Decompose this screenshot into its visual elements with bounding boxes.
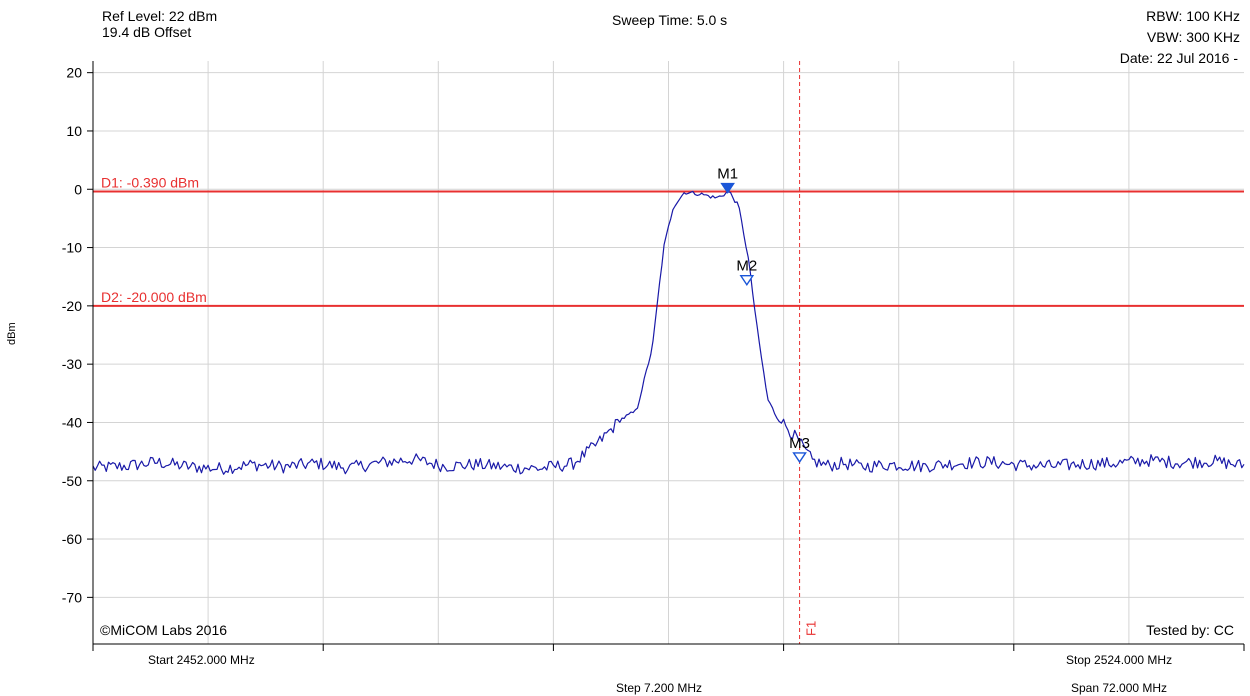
rbw-label: RBW: 100 KHz: [1146, 8, 1240, 24]
display-line-label: D1: -0.390 dBm: [101, 175, 199, 191]
y-tick-label: -40: [62, 414, 82, 430]
marker-layer: M1 M2 M3: [717, 166, 810, 464]
offset-label: 19.4 dB Offset: [102, 24, 192, 40]
limit-lines: D1: -0.390 dBm D2: -20.000 dBm: [93, 175, 1244, 307]
display-line-label: D2: -20.000 dBm: [101, 289, 207, 305]
sweep-time-label: Sweep Time: 5.0 s: [612, 12, 728, 28]
start-frequency-label: Start 2452.000 MHz: [148, 653, 255, 667]
y-axis-label: dBm: [6, 322, 18, 345]
spectrum-trace: [92, 190, 1245, 475]
frequency-cursor-label: F1: [804, 621, 819, 636]
trace-layer: [92, 190, 1245, 475]
y-tick-label: -10: [62, 240, 82, 256]
marker-m1-triangle: [720, 182, 735, 194]
y-tick-label: 20: [66, 65, 82, 81]
y-tick-label: -70: [62, 589, 82, 605]
axes: 20 10 0 -10 -20 -30 -40 -50 -60 -70: [62, 61, 1245, 651]
y-tick-label: 10: [66, 123, 82, 139]
marker-m1-label: M1: [717, 166, 738, 183]
y-tick-label: -30: [62, 356, 82, 372]
tested-by-label: Tested by: CC: [1146, 622, 1234, 638]
marker-m3-triangle: [792, 452, 807, 464]
ref-level-label: Ref Level: 22 dBm: [102, 8, 218, 24]
step-label: Step 7.200 MHz: [616, 681, 703, 695]
date-label: Date: 22 Jul 2016 -: [1119, 50, 1238, 66]
marker-m2-triangle: [739, 275, 755, 286]
frequency-cursors: F1: [799, 61, 819, 644]
copyright-label: ©MiCOM Labs 2016: [100, 622, 228, 638]
y-tick-label: -60: [62, 531, 82, 547]
y-tick-label: 0: [74, 181, 82, 197]
y-tick-label: -20: [62, 298, 82, 314]
grid-layer: [93, 61, 1244, 644]
span-label: Span 72.000 MHz: [1071, 681, 1168, 695]
marker-m2-label: M2: [736, 258, 757, 275]
marker-m3-label: M3: [789, 435, 810, 452]
y-tick-label: -50: [62, 473, 82, 489]
vbw-label: VBW: 300 KHz: [1146, 29, 1240, 45]
stop-frequency-label: Stop 2524.000 MHz: [1066, 653, 1173, 667]
